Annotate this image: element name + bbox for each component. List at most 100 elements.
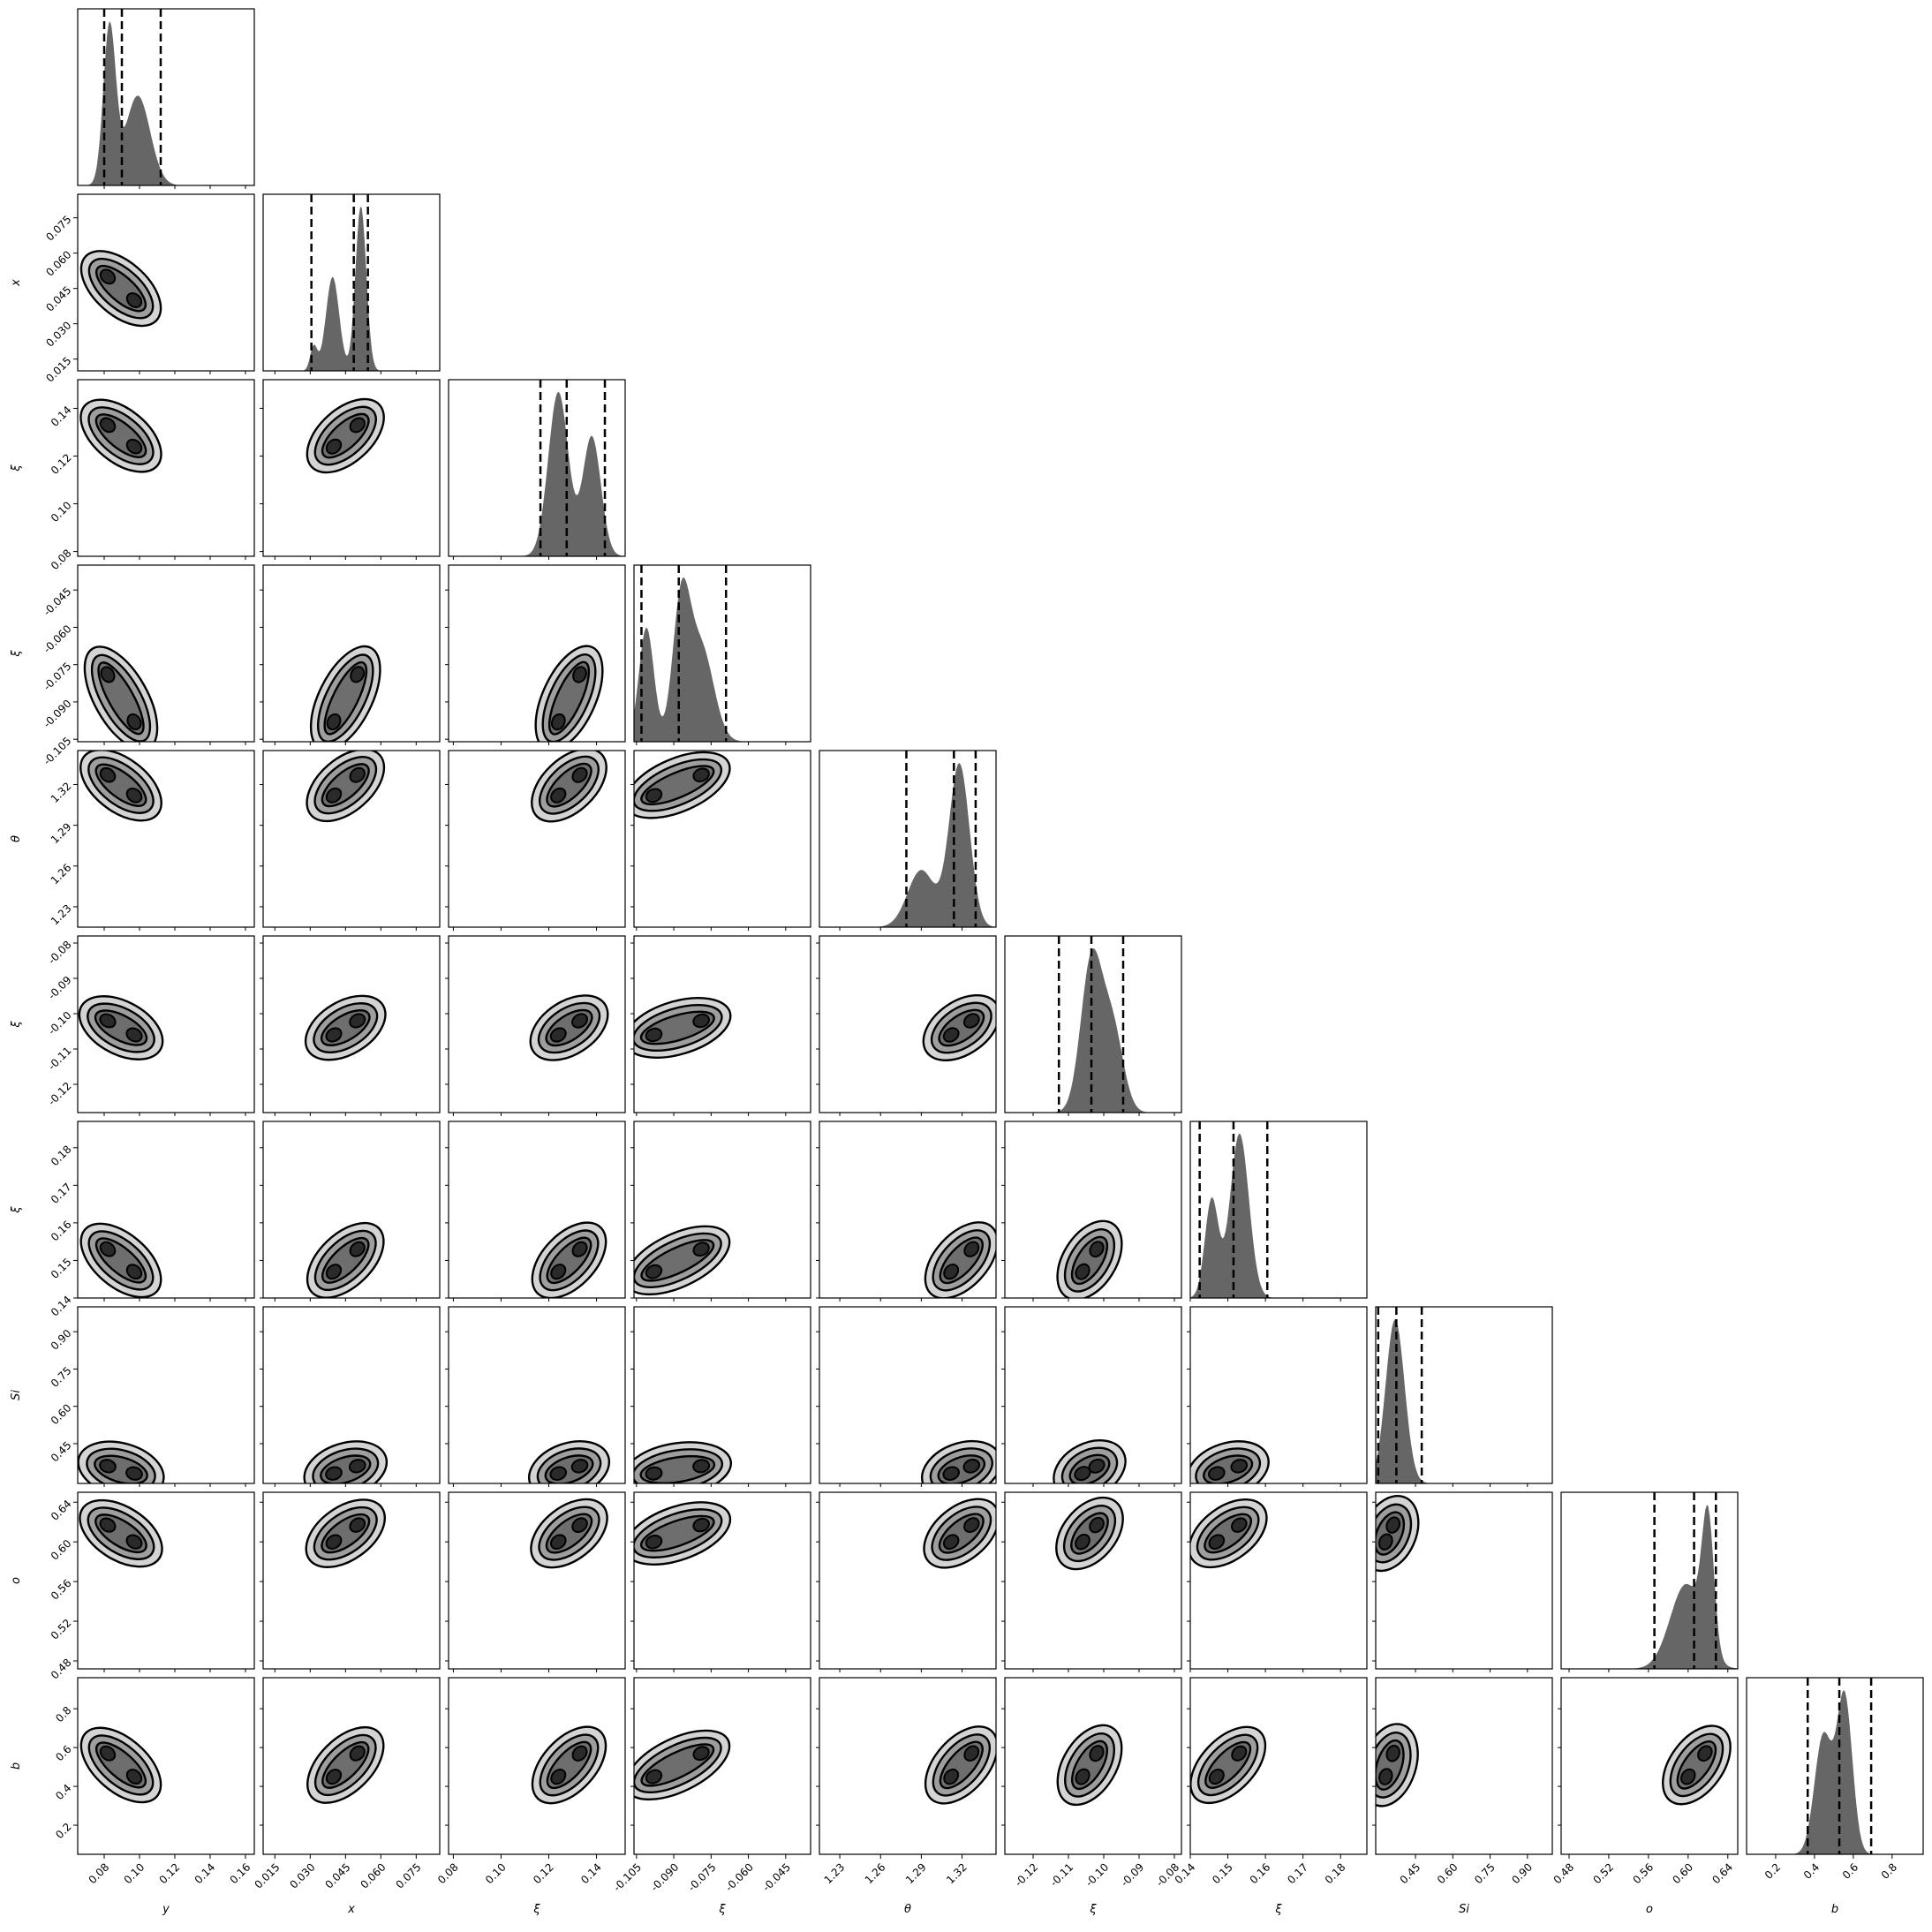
- panel-8-5: [1001, 1485, 1181, 1672]
- x-axis-label-8: o: [1646, 1903, 1653, 1916]
- panel-5-5: [1005, 936, 1181, 1116]
- panel-9-0: 0.08 0.10 0.12 0.14 0.16 y 0.2 0.4 0.6 0.8 b: [10, 1678, 254, 1916]
- panel-7-3: [620, 1307, 811, 1505]
- panel-6-3: [615, 1121, 811, 1309]
- y-tick-label-4-2: 1.29: [49, 820, 74, 846]
- y-axis-label-1: x: [10, 279, 23, 287]
- x-tick-label-8-1: 0.52: [1590, 1860, 1616, 1886]
- panel-2-0: 0.08 0.10 0.12 0.14 ξ: [10, 380, 254, 572]
- panel-9-8: 0.48 0.52 0.56 0.60 0.64o: [1551, 1678, 1745, 1916]
- x-tick-label-0-2: 0.12: [157, 1860, 183, 1886]
- panel-3-2: [445, 565, 625, 760]
- x-axis-label-0: y: [162, 1903, 170, 1916]
- y-axis-label-2: ξ: [10, 464, 23, 472]
- x-tick-label-4-0: 1.23: [822, 1860, 848, 1886]
- panel-6-2: [445, 1121, 625, 1311]
- panel-7-5: [1001, 1307, 1181, 1511]
- y-tick-label-5-4: -0.08: [46, 939, 74, 967]
- x-tick-label-3-2: -0.075: [685, 1860, 718, 1893]
- x-tick-label-2-0: 0.08: [435, 1860, 461, 1886]
- x-tick-label-7-3: 0.90: [1509, 1860, 1535, 1886]
- y-tick-label-5-2: -0.10: [46, 1009, 74, 1038]
- panel-5-0: -0.12-0.11-0.10-0.09-0.08ξ: [10, 936, 254, 1116]
- panel-9-5: -0.12 -0.11 -0.10 -0.09 -0.08ξ: [1001, 1678, 1181, 1916]
- panel-5-4: [816, 936, 1011, 1116]
- y-tick-label-4-1: 1.26: [49, 861, 74, 887]
- x-tick-label-3-4: -0.045: [760, 1860, 793, 1893]
- y-tick-label-2-0: 0.08: [49, 547, 74, 572]
- y-tick-label-5-1: -0.11: [46, 1045, 74, 1073]
- panel-8-3: [616, 1490, 811, 1672]
- x-tick-label-9-0: 0.2: [1762, 1860, 1783, 1881]
- x-tick-label-6-4: 0.18: [1323, 1860, 1348, 1886]
- panel-2-1: [260, 380, 440, 560]
- x-tick-label-1-4: 0.075: [393, 1860, 423, 1890]
- panel-1-1: [263, 194, 440, 374]
- panel-8-6: [1177, 1486, 1367, 1672]
- y-tick-label-1-0: 0.015: [43, 354, 73, 384]
- x-tick-label-0-1: 0.10: [122, 1860, 147, 1886]
- histogram-8: [1561, 1505, 1738, 1669]
- y-axis-label-7: Si: [10, 1390, 23, 1400]
- x-tick-label-6-2: 0.16: [1248, 1860, 1273, 1886]
- x-tick-label-1-1: 0.030: [287, 1860, 317, 1890]
- x-tick-label-6-3: 0.17: [1285, 1860, 1310, 1886]
- y-tick-label-7-2: 0.75: [49, 1364, 74, 1390]
- y-tick-label-5-0: -0.12: [46, 1080, 74, 1108]
- histogram-1: [263, 207, 440, 371]
- histogram-4: [819, 763, 996, 927]
- panel-9-1: 0.015 0.030 0.045 0.060 0.075x: [252, 1678, 440, 1916]
- panel-8-2: [445, 1485, 625, 1672]
- histogram-3: [634, 577, 811, 742]
- x-tick-label-8-4: 0.64: [1709, 1860, 1735, 1886]
- x-tick-label-0-0: 0.08: [87, 1860, 112, 1886]
- x-tick-label-2-2: 0.12: [531, 1860, 556, 1886]
- y-tick-label-3-2: -0.075: [41, 660, 73, 692]
- y-tick-label-4-3: 1.32: [49, 780, 74, 805]
- panel-9-9: 0.2 0.4 0.6 0.8b: [1747, 1678, 1923, 1916]
- y-tick-label-7-1: 0.60: [49, 1401, 74, 1427]
- y-tick-label-9-2: 0.6: [53, 1743, 73, 1763]
- y-tick-label-6-4: 0.18: [49, 1143, 74, 1168]
- y-axis-label-5: ξ: [10, 1021, 23, 1029]
- y-axis-label-9: b: [10, 1762, 23, 1770]
- y-tick-label-8-0: 0.48: [49, 1657, 74, 1682]
- x-tick-label-4-2: 1.29: [903, 1860, 929, 1886]
- y-tick-label-3-0: -0.105: [41, 735, 73, 767]
- x-axis-label-2: ξ: [532, 1903, 540, 1916]
- y-tick-label-6-3: 0.17: [49, 1181, 74, 1206]
- y-tick-label-4-0: 1.23: [49, 902, 74, 928]
- x-axis-label-1: x: [347, 1903, 355, 1916]
- x-tick-label-5-0: -0.12: [1012, 1860, 1040, 1889]
- x-tick-label-9-1: 0.4: [1801, 1860, 1822, 1881]
- panel-8-0: 0.480.520.560.600.64o: [10, 1487, 254, 1682]
- x-axis-label-9: b: [1831, 1903, 1838, 1916]
- y-tick-label-2-3: 0.14: [49, 404, 74, 429]
- panel-8-1: [260, 1486, 440, 1672]
- y-tick-label-6-2: 0.16: [49, 1219, 74, 1244]
- x-tick-label-7-1: 0.60: [1435, 1860, 1460, 1886]
- y-tick-label-2-2: 0.12: [49, 451, 74, 477]
- y-axis-label-3: ξ: [10, 650, 23, 658]
- y-tick-label-3-1: -0.090: [41, 698, 73, 730]
- panel-6-1: [260, 1121, 440, 1311]
- panel-4-3: [615, 739, 811, 931]
- panel-9-7: 0.45 0.60 0.75 0.90Si: [1351, 1678, 1552, 1916]
- y-axis-label-4: θ: [10, 835, 23, 842]
- panel-4-4: [819, 751, 996, 931]
- histogram-6: [1190, 1134, 1367, 1298]
- y-tick-label-3-3: -0.060: [41, 623, 73, 655]
- y-tick-label-3-4: -0.045: [41, 585, 73, 618]
- panel-6-0: 0.14 0.15 0.16 0.17 0.18 ξ: [10, 1121, 254, 1318]
- y-axis-label-6: ξ: [10, 1206, 23, 1214]
- x-axis-label-5: ξ: [1089, 1903, 1097, 1916]
- panel-8-7: [1349, 1487, 1552, 1672]
- x-tick-label-6-1: 0.15: [1210, 1860, 1235, 1886]
- x-tick-label-4-1: 1.26: [863, 1860, 888, 1886]
- y-tick-label-7-3: 0.90: [49, 1327, 74, 1353]
- histogram-7: [1376, 1319, 1552, 1483]
- x-tick-label-8-2: 0.56: [1630, 1860, 1656, 1886]
- x-tick-label-2-3: 0.14: [578, 1860, 604, 1886]
- panel-4-2: [445, 735, 625, 931]
